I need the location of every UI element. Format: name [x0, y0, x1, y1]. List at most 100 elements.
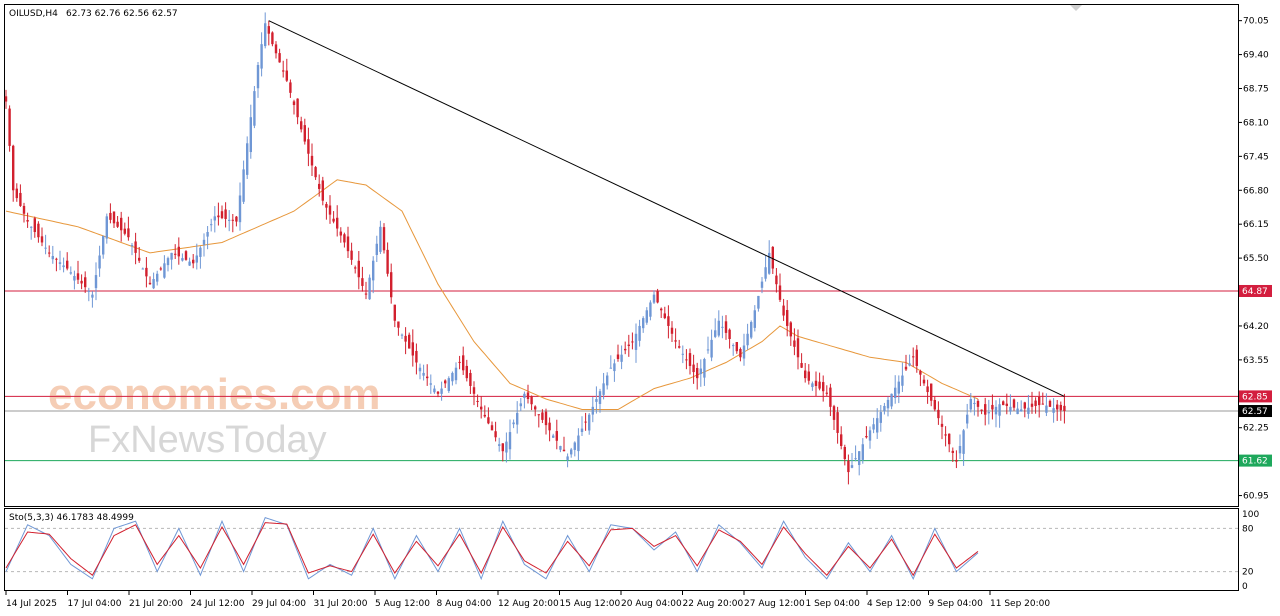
candle-bull — [609, 367, 612, 369]
x-tick-label: 31 Jul 20:00 — [314, 599, 368, 609]
candle-bull — [422, 372, 425, 376]
candle-bull — [519, 403, 522, 407]
candle-bull — [886, 399, 890, 409]
stochastic-k-line — [5, 516, 979, 581]
candle-bear — [980, 409, 983, 411]
level-badge-support — [1239, 454, 1272, 467]
y-tick-label: 68.75 — [1243, 85, 1269, 95]
candle-bear — [1005, 403, 1008, 406]
candle-bear — [192, 259, 195, 264]
ma-line — [5, 179, 979, 410]
y-tick-label: 66.15 — [1243, 220, 1269, 230]
candle-bear — [937, 409, 940, 419]
candle-bear — [530, 396, 533, 405]
candle-bear — [231, 219, 234, 221]
candle-bear — [548, 422, 551, 431]
candle-bear — [289, 82, 292, 93]
candle-bear — [667, 316, 670, 326]
candle-bull — [613, 363, 616, 372]
candle-bear — [300, 121, 303, 130]
level-badges: 64.87 62.85 62.57 61.62 — [1239, 284, 1272, 467]
candle-bull — [894, 387, 897, 398]
candle-bull — [195, 255, 198, 263]
candle-bull — [753, 310, 756, 328]
candle-bull — [764, 267, 767, 279]
candle-bear — [487, 417, 490, 424]
x-tick-label: 17 Jul 04:00 — [68, 599, 122, 609]
candle-bull — [379, 226, 382, 252]
candle-bear — [483, 414, 486, 417]
candle-bear — [631, 341, 634, 343]
candle-bear — [22, 205, 26, 214]
candle-bear — [1063, 405, 1066, 412]
candle-bear — [476, 400, 479, 402]
x-tick-label: 21 Jul 20:00 — [129, 599, 183, 609]
candle-bear — [1002, 401, 1005, 406]
candle-bear — [8, 108, 11, 146]
candle-bull — [879, 412, 882, 423]
candle-bear — [328, 205, 332, 215]
candle-bear — [616, 354, 620, 360]
candle-bull — [246, 143, 249, 175]
y-tick-label: 62.25 — [1243, 424, 1269, 434]
candle-bull — [152, 278, 155, 289]
candle-bull — [202, 239, 206, 245]
stochastic-level-label: 80 — [1242, 524, 1254, 534]
candle-bear — [678, 346, 681, 348]
candle-bull — [368, 277, 371, 300]
candle-bear — [670, 327, 674, 334]
x-tick-label: 27 Aug 12:00 — [744, 599, 805, 609]
candle-bear — [37, 223, 40, 238]
candle-bull — [620, 354, 623, 362]
candle-bear — [976, 400, 980, 407]
candle-bull — [69, 272, 72, 274]
x-tick-label: 12 Aug 20:00 — [498, 599, 559, 609]
candle-bear — [361, 278, 364, 286]
candle-bear — [955, 459, 958, 462]
x-tick-label: 9 Sep 04:00 — [929, 599, 984, 609]
candle-bull — [595, 399, 598, 402]
candle-bear — [584, 421, 587, 423]
candle-bull — [1045, 405, 1048, 413]
candle-bear — [537, 414, 540, 416]
candle-bull — [973, 402, 976, 405]
candle-bear — [696, 368, 699, 379]
candle-bull — [199, 247, 202, 257]
stochastic-d-line — [5, 522, 979, 577]
candle-bear — [465, 365, 468, 379]
candle-bear — [296, 98, 299, 118]
candle-bull — [742, 345, 746, 359]
candle-bear — [1038, 396, 1041, 406]
candle-bull — [228, 219, 231, 221]
candle-bear — [84, 277, 87, 288]
candle-bear — [728, 329, 731, 339]
candle-bull — [714, 330, 717, 337]
trendline-line[interactable] — [268, 20, 1065, 397]
candle-bear — [825, 392, 828, 394]
candle-bear — [526, 392, 530, 400]
candle-bear — [138, 257, 141, 261]
candle-bull — [102, 235, 105, 255]
candle-bull — [868, 430, 872, 441]
candle-bear — [804, 370, 807, 379]
candle-bull — [901, 375, 904, 386]
candle-bull — [166, 258, 170, 266]
candle-bull — [91, 294, 94, 298]
stochastic-panel-frame — [4, 508, 1239, 591]
candle-bear — [282, 70, 285, 72]
candle-bear — [321, 180, 324, 201]
candle-bear — [12, 145, 15, 191]
candle-bear — [480, 406, 483, 410]
candle-bull — [750, 322, 753, 338]
candle-bear — [1059, 404, 1062, 411]
trendline[interactable] — [268, 20, 1065, 397]
candle-bull — [966, 414, 969, 424]
candle-bear — [660, 308, 663, 311]
candle-bull — [717, 320, 720, 336]
candle-bull — [1009, 406, 1012, 412]
candle-bear — [926, 386, 929, 393]
scroll-marker-icon[interactable] — [1070, 5, 1082, 11]
candle-bear — [318, 183, 321, 189]
candle-bear — [303, 125, 306, 142]
